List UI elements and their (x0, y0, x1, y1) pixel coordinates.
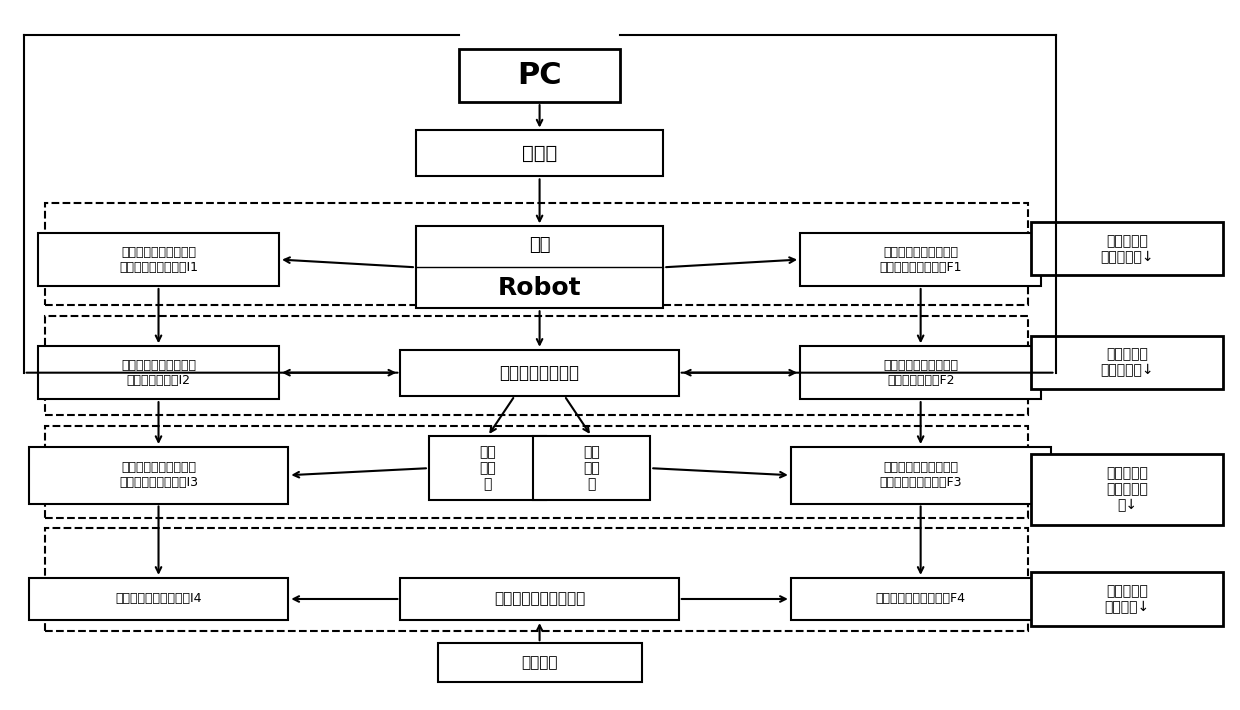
Bar (45, 316, 1028, 415)
Text: 机器人编程位置机器人
自身电流测量值I2: 机器人编程位置机器人 自身电流测量值I2 (122, 359, 196, 387)
Bar (401, 350, 678, 395)
Bar (415, 226, 663, 308)
Text: 工艺要求焊接压力验证F4: 工艺要求焊接压力验证F4 (875, 592, 966, 606)
Bar (1032, 336, 1223, 388)
Bar (45, 528, 1028, 630)
Bar (45, 203, 1028, 305)
Bar (45, 426, 1028, 518)
Bar (401, 578, 678, 621)
Bar (459, 49, 620, 102)
Bar (1032, 572, 1223, 626)
Text: 控制器: 控制器 (522, 144, 557, 163)
Text: 新增机器人子程序: 新增机器人子程序 (500, 364, 579, 382)
Bar (29, 578, 289, 621)
Bar (415, 131, 663, 176)
Bar (800, 346, 1042, 399)
Text: 新增点焊试片测试装置: 新增点焊试片测试装置 (494, 591, 585, 606)
Text: 实际位置自
测量、输出↓: 实际位置自 测量、输出↓ (1101, 234, 1154, 264)
Bar (438, 643, 641, 682)
Text: 焊接工艺参
数设定值↓: 焊接工艺参 数设定值↓ (1105, 584, 1149, 614)
Text: 焊钳: 焊钳 (528, 236, 551, 254)
Text: PC: PC (517, 61, 562, 90)
Bar (791, 447, 1050, 503)
Text: 编程位置自
测量、输出↓: 编程位置自 测量、输出↓ (1101, 347, 1154, 377)
Text: 焊接工艺参
数实际测量
值↓: 焊接工艺参 数实际测量 值↓ (1106, 466, 1148, 513)
Text: 压力
测试
仪: 压力 测试 仪 (583, 445, 600, 491)
Bar (791, 578, 1050, 621)
Text: 机器人编程位置机器人
自身压力输出值F2: 机器人编程位置机器人 自身压力输出值F2 (883, 359, 959, 387)
Bar (1032, 222, 1223, 275)
Text: 机器人编程位置压力测
试仪实际测量输出值F3: 机器人编程位置压力测 试仪实际测量输出值F3 (879, 462, 962, 489)
Text: 点焊试片: 点焊试片 (521, 655, 558, 670)
Bar (800, 233, 1042, 286)
Bar (533, 437, 650, 500)
Text: 机器人编程位置电流测
试仪实际测量输出值I3: 机器人编程位置电流测 试仪实际测量输出值I3 (119, 462, 198, 489)
Text: Robot: Robot (497, 275, 582, 300)
Text: 机器人实际工作位置机
器人自身压力输出值F1: 机器人实际工作位置机 器人自身压力输出值F1 (879, 246, 962, 273)
Bar (38, 346, 279, 399)
Bar (38, 233, 279, 286)
Bar (429, 437, 547, 500)
Text: 电流
测试
仪: 电流 测试 仪 (479, 445, 496, 491)
Bar (1032, 454, 1223, 525)
Text: 工艺要求焊接电流验证I4: 工艺要求焊接电流验证I4 (115, 592, 202, 606)
Bar (29, 447, 289, 503)
Text: 机器人实际工作位置机
器人自身电流测量值I1: 机器人实际工作位置机 器人自身电流测量值I1 (119, 246, 198, 273)
